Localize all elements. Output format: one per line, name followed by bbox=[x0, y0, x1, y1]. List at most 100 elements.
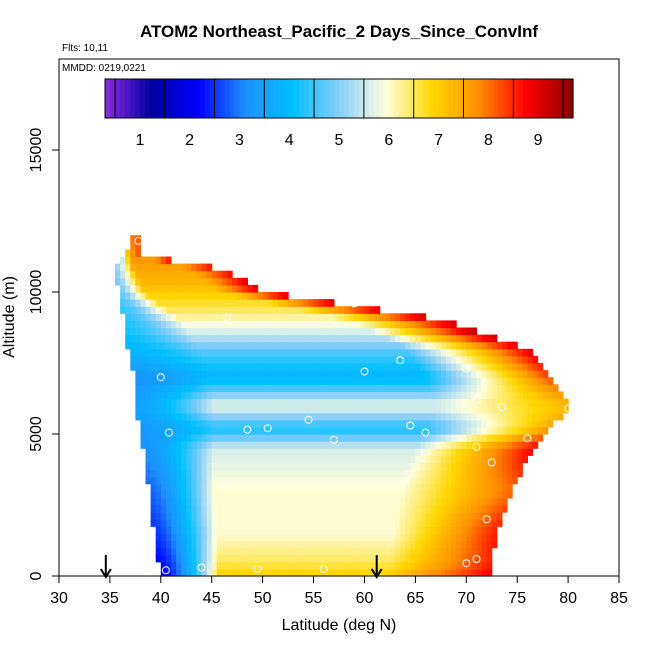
heatmap-cell bbox=[512, 412, 518, 421]
heatmap-cell bbox=[430, 348, 437, 357]
heatmap-cell bbox=[242, 363, 248, 371]
heatmap-cell bbox=[369, 526, 376, 534]
heatmap-cell bbox=[456, 526, 462, 534]
heatmap-cell bbox=[359, 540, 366, 549]
heatmap-cell bbox=[486, 441, 493, 449]
heatmap-cell bbox=[257, 497, 264, 506]
heatmap-cell bbox=[435, 462, 442, 471]
heatmap-cell bbox=[252, 448, 259, 456]
heatmap-cell bbox=[160, 554, 167, 563]
heatmap-cell bbox=[410, 434, 416, 442]
heatmap-cell bbox=[369, 448, 376, 456]
heatmap-cell bbox=[389, 526, 396, 534]
heatmap-cell bbox=[369, 519, 376, 527]
heatmap-cell bbox=[328, 327, 335, 336]
heatmap-cell bbox=[486, 462, 493, 471]
heatmap-cell bbox=[328, 419, 335, 428]
heatmap-cell bbox=[328, 462, 335, 471]
heatmap-cell bbox=[547, 391, 554, 400]
heatmap-cell bbox=[283, 334, 289, 343]
heatmap-cell bbox=[277, 554, 284, 563]
heatmap-cell bbox=[410, 462, 416, 471]
heatmap-cell bbox=[400, 313, 406, 321]
heatmap-cell bbox=[379, 313, 386, 321]
heatmap-cell bbox=[395, 391, 401, 400]
heatmap-cell bbox=[435, 533, 442, 542]
heatmap-cell bbox=[440, 476, 447, 485]
heatmap-cell bbox=[140, 306, 147, 314]
heatmap-cell bbox=[201, 370, 208, 378]
heatmap-cell bbox=[522, 405, 528, 414]
heatmap-cell bbox=[384, 334, 391, 343]
heatmap-cell bbox=[491, 334, 498, 343]
heatmap-cell bbox=[410, 483, 416, 492]
heatmap-cell bbox=[445, 405, 452, 414]
heatmap-cell bbox=[150, 519, 157, 527]
heatmap-cell bbox=[120, 270, 126, 279]
heatmap-cell bbox=[323, 483, 330, 492]
heatmap-cell bbox=[237, 547, 243, 556]
heatmap-cell bbox=[216, 270, 223, 279]
heatmap-cell bbox=[257, 384, 264, 392]
colorbar-swatch bbox=[189, 79, 196, 118]
heatmap-cell bbox=[186, 568, 192, 577]
heatmap-cell bbox=[486, 348, 493, 357]
heatmap-cell bbox=[374, 497, 381, 506]
heatmap-cell bbox=[283, 483, 289, 492]
heatmap-cell bbox=[267, 434, 274, 442]
heatmap-cell bbox=[191, 277, 198, 286]
heatmap-cell bbox=[369, 505, 376, 513]
heatmap-cell bbox=[237, 277, 243, 286]
heatmap-cell bbox=[364, 497, 371, 506]
heatmap-cell bbox=[298, 377, 304, 385]
observation-marker bbox=[134, 236, 143, 245]
heatmap-cell bbox=[369, 497, 376, 506]
heatmap-cell bbox=[512, 363, 518, 371]
heatmap-cell bbox=[344, 554, 350, 563]
heatmap-cell bbox=[145, 426, 152, 435]
heatmap-cell bbox=[456, 398, 462, 407]
heatmap-cell bbox=[481, 561, 488, 570]
colorbar-swatch bbox=[289, 79, 295, 118]
heatmap-cell bbox=[339, 469, 345, 478]
heatmap-cell bbox=[476, 405, 483, 414]
heatmap-cell bbox=[196, 270, 203, 279]
heatmap-cell bbox=[303, 540, 310, 549]
heatmap-cell bbox=[395, 334, 401, 343]
x-tick-label: 85 bbox=[610, 590, 628, 607]
heatmap-cell bbox=[293, 526, 299, 534]
heatmap-cell bbox=[420, 505, 427, 513]
heatmap-cell bbox=[507, 391, 513, 400]
heatmap-cell bbox=[160, 476, 167, 485]
heatmap-cell bbox=[227, 505, 233, 513]
heatmap-cell bbox=[461, 363, 467, 371]
heatmap-cell bbox=[349, 540, 355, 549]
heatmap-cell bbox=[298, 327, 304, 336]
heatmap-cell bbox=[344, 448, 350, 456]
heatmap-cell bbox=[410, 519, 416, 527]
heatmap-cell bbox=[491, 533, 498, 542]
heatmap-cell bbox=[160, 299, 167, 307]
heatmap-cell bbox=[303, 561, 310, 570]
heatmap-cell bbox=[165, 547, 172, 556]
heatmap-cell bbox=[507, 448, 513, 456]
colorbar-swatch bbox=[388, 79, 395, 118]
heatmap-cell bbox=[176, 292, 182, 300]
heatmap-cell bbox=[293, 391, 299, 400]
heatmap-cell bbox=[288, 327, 294, 336]
heatmap-cell bbox=[283, 405, 289, 414]
heatmap-cell bbox=[445, 526, 452, 534]
heatmap-cell bbox=[155, 320, 162, 329]
heatmap-cell bbox=[288, 405, 294, 414]
heatmap-cell bbox=[160, 384, 167, 392]
heatmap-cell bbox=[501, 363, 508, 371]
heatmap-cell bbox=[211, 270, 218, 279]
heatmap-cell bbox=[221, 306, 228, 314]
heatmap-cell bbox=[445, 419, 452, 428]
heatmap-cell bbox=[171, 561, 177, 570]
heatmap-cell bbox=[486, 384, 493, 392]
heatmap-cell bbox=[283, 391, 289, 400]
heatmap-cell bbox=[461, 455, 467, 463]
heatmap-cell bbox=[354, 540, 360, 549]
heatmap-cell bbox=[232, 547, 238, 556]
